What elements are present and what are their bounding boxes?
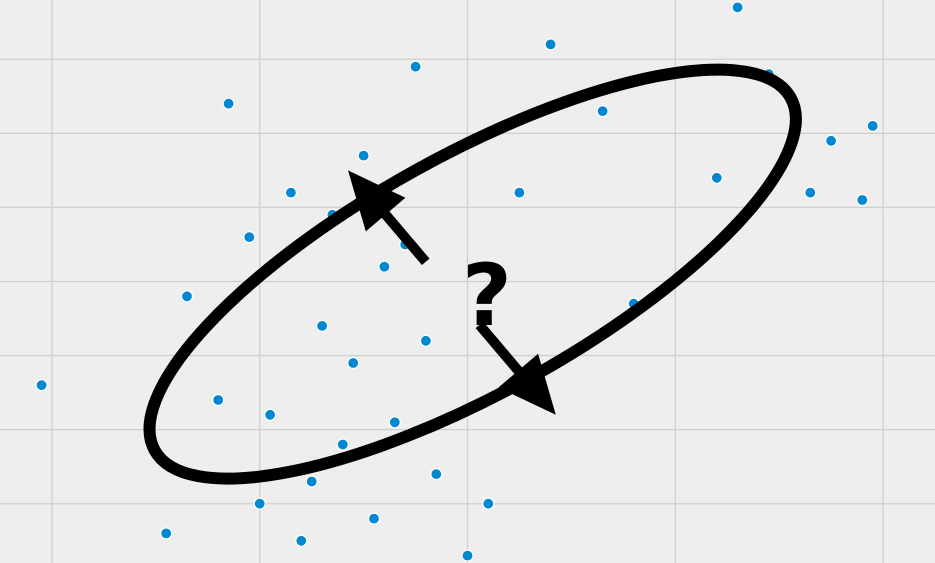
data-point xyxy=(866,119,879,133)
data-point xyxy=(409,60,422,73)
annotation-overlay xyxy=(143,63,802,485)
data-point xyxy=(243,231,256,244)
scatter-points xyxy=(35,1,879,562)
arrowhead-down-icon xyxy=(498,353,556,415)
question-mark-label: ? xyxy=(462,246,512,346)
data-point xyxy=(305,475,318,488)
data-point xyxy=(160,527,173,540)
data-point xyxy=(378,260,391,273)
arrow-shaft xyxy=(379,208,430,266)
data-point xyxy=(35,379,48,392)
data-point xyxy=(212,393,225,407)
data-point xyxy=(544,38,557,51)
data-point xyxy=(856,193,869,207)
data-point xyxy=(513,186,526,199)
data-point xyxy=(482,497,495,510)
data-point xyxy=(388,416,401,429)
data-point xyxy=(461,549,474,562)
data-point xyxy=(316,319,329,332)
data-point xyxy=(284,186,297,199)
data-point xyxy=(357,149,370,162)
data-point xyxy=(264,408,277,421)
data-point xyxy=(731,1,744,14)
data-point xyxy=(347,356,360,370)
data-point xyxy=(367,512,381,525)
data-point xyxy=(804,186,817,199)
data-point xyxy=(710,171,723,184)
data-point xyxy=(419,334,432,347)
data-point xyxy=(222,97,235,110)
data-point xyxy=(336,438,349,451)
data-point xyxy=(430,468,443,481)
data-point xyxy=(180,290,194,303)
arrow-shaft xyxy=(475,321,525,377)
data-point xyxy=(295,534,308,547)
data-point xyxy=(596,104,609,118)
data-point xyxy=(253,497,266,510)
arrowhead-up-icon xyxy=(348,170,406,232)
data-point xyxy=(824,134,838,147)
